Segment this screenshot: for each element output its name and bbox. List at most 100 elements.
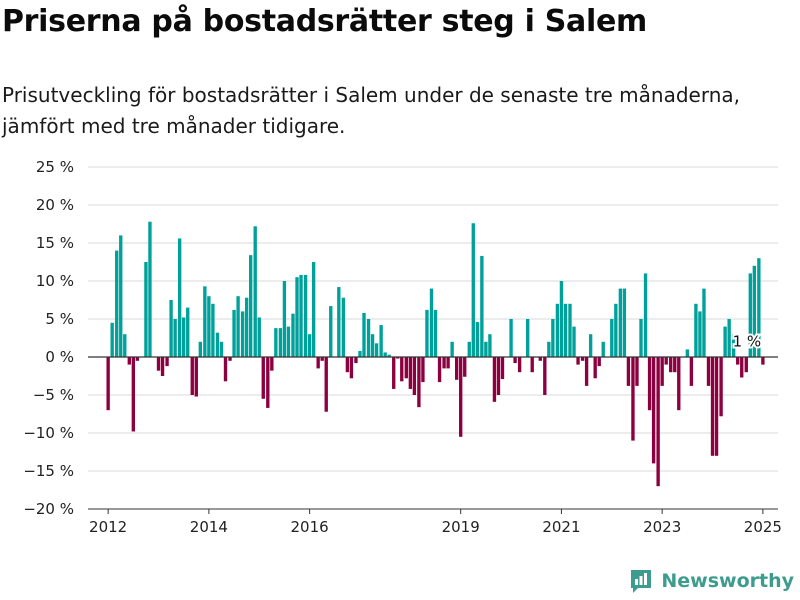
bar xyxy=(311,262,316,357)
bar xyxy=(236,296,240,357)
bar xyxy=(110,322,114,357)
bar xyxy=(547,341,551,357)
bar xyxy=(270,357,274,371)
bar xyxy=(169,300,173,357)
bar xyxy=(669,357,673,373)
bars xyxy=(106,221,765,487)
chart-subtitle: Prisutveckling för bostadsrätter i Salem… xyxy=(2,83,741,138)
bar xyxy=(601,341,605,357)
bar xyxy=(727,319,731,357)
bar xyxy=(463,357,467,377)
bar xyxy=(144,262,148,357)
bar xyxy=(349,357,354,379)
chart-title: Priserna på bostadsrätter steg i Salem xyxy=(2,4,647,39)
x-tick-label: 2019 xyxy=(442,518,480,536)
bar xyxy=(459,357,463,437)
bar xyxy=(732,334,736,357)
bar xyxy=(425,309,429,357)
bar xyxy=(257,317,261,357)
bar xyxy=(203,286,207,357)
brand-name: Newsworthy xyxy=(661,570,794,592)
bar xyxy=(303,274,308,357)
y-tick-label: −10 % xyxy=(23,424,74,442)
bar xyxy=(580,357,585,361)
bar xyxy=(694,303,698,357)
bar xyxy=(295,277,299,357)
bar xyxy=(484,341,488,357)
bar xyxy=(165,357,169,367)
bar xyxy=(123,334,127,357)
y-tick-label: 10 % xyxy=(36,272,74,290)
bar xyxy=(719,357,723,417)
bar xyxy=(454,357,459,380)
bar xyxy=(396,357,400,359)
newsworthy-logo-icon xyxy=(631,570,652,593)
bar xyxy=(543,357,547,395)
bar xyxy=(530,357,534,373)
bar xyxy=(173,319,177,357)
bar xyxy=(748,273,752,357)
bar-chart: −20 % −15 % −10 % −5 % 0 % 5 % 10 % 15 % 20 % 25 … xyxy=(23,158,782,536)
y-tick-label: 20 % xyxy=(36,196,74,214)
bar xyxy=(370,334,375,357)
y-tick-label: 15 % xyxy=(36,234,74,252)
bar xyxy=(366,319,371,357)
bar xyxy=(198,341,202,357)
bar xyxy=(190,357,194,395)
bar xyxy=(299,274,303,357)
bar xyxy=(639,319,643,357)
x-tick-label: 2025 xyxy=(744,518,782,536)
brand: Newsworthy xyxy=(629,568,794,594)
bar xyxy=(316,357,320,369)
bar xyxy=(702,288,706,357)
bar xyxy=(232,309,236,357)
bar xyxy=(261,357,265,399)
bar xyxy=(647,357,652,411)
bar xyxy=(186,307,190,357)
bar xyxy=(656,357,660,487)
bar xyxy=(362,312,366,357)
bar xyxy=(555,303,560,357)
bar xyxy=(387,354,391,357)
bar xyxy=(593,357,597,379)
bar xyxy=(563,303,568,357)
bar xyxy=(631,357,635,441)
x-tick-label: 2016 xyxy=(291,518,329,536)
bar xyxy=(618,288,623,357)
bar xyxy=(115,250,119,357)
bar xyxy=(240,311,245,357)
bar xyxy=(274,328,278,357)
bar xyxy=(442,357,446,369)
bar xyxy=(706,357,711,386)
bar xyxy=(500,357,505,380)
y-axis-tick-labels: −20 % −15 % −10 % −5 % 0 % 5 % 10 % 15 % 20 % 25 … xyxy=(23,158,74,518)
bar xyxy=(278,328,283,357)
bar xyxy=(509,319,513,357)
bar xyxy=(480,255,484,357)
bar xyxy=(761,357,765,365)
bar xyxy=(551,319,555,357)
bar xyxy=(244,297,249,357)
y-tick-label: −5 % xyxy=(33,386,74,404)
bar xyxy=(177,238,182,357)
bar xyxy=(597,357,601,367)
bar xyxy=(437,357,442,383)
bar xyxy=(148,221,152,357)
bar xyxy=(752,265,757,357)
bar xyxy=(538,357,542,361)
y-tick-label: 5 % xyxy=(45,310,74,328)
bar xyxy=(249,255,253,357)
bar xyxy=(559,281,564,357)
x-tick-label: 2023 xyxy=(643,518,681,536)
bar xyxy=(135,357,140,361)
bar xyxy=(400,357,404,382)
bar xyxy=(664,357,668,365)
y-tick-label: −15 % xyxy=(23,462,74,480)
bar xyxy=(744,357,748,373)
x-tick-label: 2021 xyxy=(542,518,580,536)
bar xyxy=(433,309,438,357)
bar xyxy=(345,357,350,373)
bar xyxy=(320,357,324,361)
bar xyxy=(685,349,690,357)
bar xyxy=(307,334,312,357)
